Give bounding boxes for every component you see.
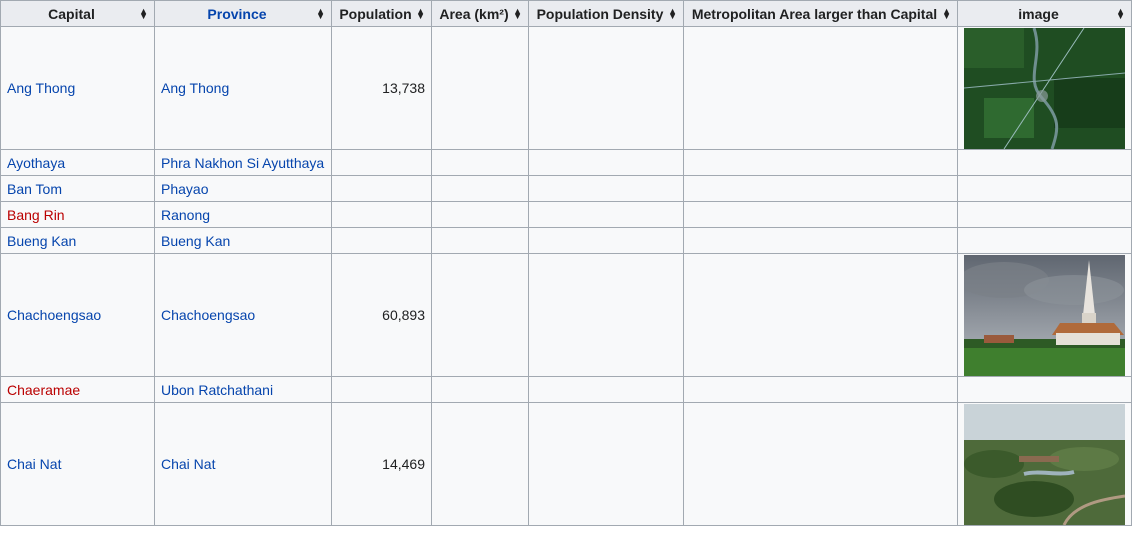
density-cell: [528, 201, 684, 228]
capital-link[interactable]: Ban Tom: [0, 175, 155, 202]
table-row: Chai Nat Chai Nat 14,469: [0, 402, 1132, 526]
province-link[interactable]: Ranong: [154, 201, 332, 228]
density-cell: [528, 376, 684, 403]
sort-icon[interactable]: ▲ ▼: [942, 5, 951, 21]
capital-link[interactable]: Ang Thong: [0, 26, 155, 150]
image-cell: [957, 227, 1132, 254]
sort-icon[interactable]: ▲ ▼: [513, 5, 522, 21]
capital-redlink[interactable]: Chaeramae: [0, 376, 155, 403]
province-link[interactable]: Ubon Ratchathani: [154, 376, 332, 403]
density-cell: [528, 402, 684, 526]
image-cell: [957, 402, 1132, 526]
capital-link[interactable]: Chachoengsao: [0, 253, 155, 377]
capital-link[interactable]: Chai Nat: [0, 402, 155, 526]
metro-cell: [683, 402, 958, 526]
density-cell: [528, 26, 684, 150]
park-aerial-photo[interactable]: [964, 403, 1125, 525]
header-label: Metropolitan Area larger than Capital: [691, 5, 938, 22]
sort-icon[interactable]: ▲ ▼: [668, 5, 677, 21]
column-header-capital[interactable]: Capital ▲ ▼: [0, 0, 155, 27]
temple-photo[interactable]: [964, 254, 1125, 376]
population-cell: 60,893: [331, 253, 432, 377]
population-cell: [331, 149, 432, 176]
density-cell: [528, 227, 684, 254]
metro-cell: [683, 26, 958, 150]
province-link[interactable]: Bueng Kan: [154, 227, 332, 254]
sort-icon[interactable]: ▲ ▼: [1116, 5, 1125, 21]
header-label: Area (km²): [439, 5, 509, 22]
area-cell: [431, 376, 529, 403]
density-cell: [528, 253, 684, 377]
column-header-province[interactable]: Province ▲ ▼: [154, 0, 332, 27]
image-cell: [957, 175, 1132, 202]
satellite-map-image[interactable]: [964, 27, 1125, 149]
table-row: Ayothaya Phra Nakhon Si Ayutthaya: [0, 149, 1132, 176]
population-cell: 13,738: [331, 26, 432, 150]
table-row: Chaeramae Ubon Ratchathani: [0, 376, 1132, 403]
population-cell: 14,469: [331, 402, 432, 526]
image-cell: [957, 253, 1132, 377]
metro-cell: [683, 175, 958, 202]
capital-redlink[interactable]: Bang Rin: [0, 201, 155, 228]
density-cell: [528, 149, 684, 176]
population-cell: [331, 227, 432, 254]
table-row: Bueng Kan Bueng Kan: [0, 227, 1132, 254]
column-header-metro[interactable]: Metropolitan Area larger than Capital ▲ ▼: [683, 0, 958, 27]
province-link[interactable]: Ang Thong: [154, 26, 332, 150]
header-label[interactable]: Province: [207, 5, 267, 22]
column-header-image[interactable]: image ▲ ▼: [957, 0, 1132, 27]
metro-cell: [683, 149, 958, 176]
table-row: Chachoengsao Chachoengsao 60,893: [0, 253, 1132, 377]
metro-cell: [683, 201, 958, 228]
population-cell: [331, 175, 432, 202]
header-label: image: [1018, 5, 1059, 22]
area-cell: [431, 402, 529, 526]
header-label: Population Density: [536, 5, 664, 22]
area-cell: [431, 175, 529, 202]
sort-icon[interactable]: ▲ ▼: [416, 5, 425, 21]
province-link[interactable]: Chachoengsao: [154, 253, 332, 377]
metro-cell: [683, 376, 958, 403]
area-cell: [431, 26, 529, 150]
capital-link[interactable]: Ayothaya: [0, 149, 155, 176]
metro-cell: [683, 253, 958, 377]
population-cell: [331, 201, 432, 228]
image-cell: [957, 201, 1132, 228]
population-cell: [331, 376, 432, 403]
province-link[interactable]: Chai Nat: [154, 402, 332, 526]
table-row: Bang Rin Ranong: [0, 201, 1132, 228]
table-row: Ban Tom Phayao: [0, 175, 1132, 202]
column-header-density[interactable]: Population Density ▲ ▼: [528, 0, 684, 27]
sort-icon[interactable]: ▲ ▼: [139, 5, 148, 21]
capital-link[interactable]: Bueng Kan: [0, 227, 155, 254]
image-cell: [957, 149, 1132, 176]
metro-cell: [683, 227, 958, 254]
area-cell: [431, 149, 529, 176]
province-link[interactable]: Phayao: [154, 175, 332, 202]
header-label: Population: [339, 5, 412, 22]
area-cell: [431, 201, 529, 228]
density-cell: [528, 175, 684, 202]
sort-icon[interactable]: ▲ ▼: [316, 5, 325, 21]
area-cell: [431, 253, 529, 377]
image-cell: [957, 376, 1132, 403]
area-cell: [431, 227, 529, 254]
table-row: Ang Thong Ang Thong 13,738: [0, 26, 1132, 150]
image-cell: [957, 26, 1132, 150]
province-link[interactable]: Phra Nakhon Si Ayutthaya: [154, 149, 332, 176]
header-label: Capital: [48, 5, 95, 22]
column-header-population[interactable]: Population ▲ ▼: [331, 0, 432, 27]
column-header-area[interactable]: Area (km²) ▲ ▼: [431, 0, 529, 27]
header-row: Capital ▲ ▼ Province ▲ ▼ Population ▲ ▼ Area (…: [0, 0, 1132, 27]
